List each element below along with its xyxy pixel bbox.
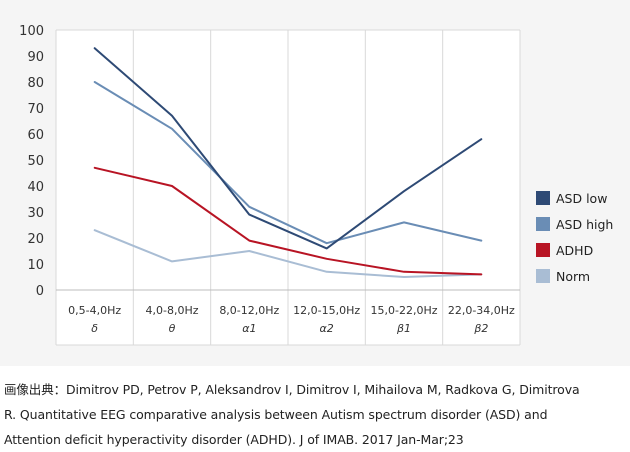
x-category-symbol: β2 <box>473 322 488 335</box>
caption-line-1: 画像出典：Dimitrov PD, Petrov P, Aleksandrov … <box>4 382 580 397</box>
x-category-label: 8,0-12,0Hz <box>219 304 279 317</box>
caption-line-3: Attention deficit hyperactivity disorder… <box>4 432 464 447</box>
x-category-label: 0,5-4,0Hz <box>68 304 121 317</box>
legend-swatch <box>536 217 550 231</box>
y-tick-label: 40 <box>27 180 44 195</box>
y-tick-label: 30 <box>27 206 44 221</box>
source-caption: 画像出典：Dimitrov PD, Petrov P, Aleksandrov … <box>4 377 628 452</box>
legend-swatch <box>536 243 550 257</box>
x-category-symbol: α1 <box>242 322 256 335</box>
x-category-label: 15,0-22,0Hz <box>371 304 438 317</box>
legend-label: ASD high <box>556 217 613 232</box>
series-line-adhd <box>93 166 483 276</box>
y-tick-label: 70 <box>27 102 44 117</box>
series-line-asd-low <box>93 47 483 250</box>
series-line-norm <box>93 229 483 278</box>
chart-panel: 0 10 20 30 40 50 60 70 80 90 100 0,5-4,0Hz δ 4,0-8,0H… <box>19 24 614 346</box>
series-line-asd-high <box>93 81 483 245</box>
y-tick-label: 10 <box>27 258 44 273</box>
y-tick-label: 0 <box>36 284 44 299</box>
line-chart: 0 10 20 30 40 50 60 70 80 90 100 0,5-4,0Hz δ 4,0-8,0H… <box>19 24 613 346</box>
legend-label: ASD low <box>556 191 607 206</box>
y-tick-label: 80 <box>27 76 44 91</box>
legend-swatch <box>536 269 550 283</box>
y-tick-label: 50 <box>27 154 44 169</box>
y-tick-label: 60 <box>27 128 44 143</box>
x-category-symbol: α2 <box>320 322 334 335</box>
legend-label: Norm <box>556 269 590 284</box>
x-category-label: 4,0-8,0Hz <box>145 304 198 317</box>
y-tick-label: 100 <box>19 24 44 39</box>
x-category-label: 12,0-15,0Hz <box>293 304 360 317</box>
y-tick-label: 90 <box>27 50 44 65</box>
y-tick-label: 20 <box>27 232 44 247</box>
x-category-symbol: β1 <box>396 322 411 335</box>
x-category-symbol: δ <box>91 322 98 335</box>
x-category-symbol: θ <box>169 322 176 335</box>
legend-label: ADHD <box>556 243 593 258</box>
legend-swatch <box>536 191 550 205</box>
x-category-label: 22,0-34,0Hz <box>448 304 515 317</box>
caption-line-2: R. Quantitative EEG comparative analysis… <box>4 407 548 422</box>
